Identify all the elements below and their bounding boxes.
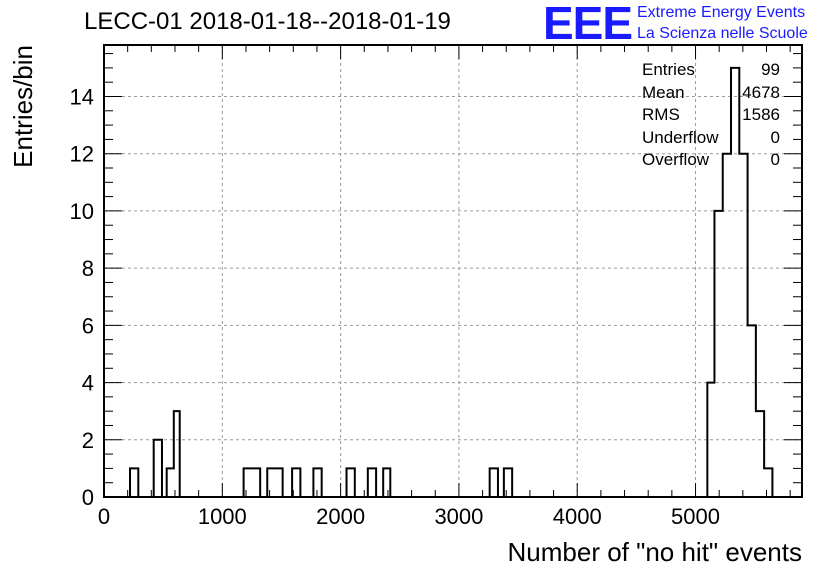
stats-row-rms: RMS 1586 [642, 105, 780, 128]
histogram-bin [748, 325, 756, 497]
stats-value: 99 [761, 60, 780, 79]
histogram-bin [276, 468, 283, 497]
eee-logo-line1: Extreme Energy Events [637, 4, 806, 21]
histogram-bin [714, 211, 722, 497]
histogram-bin [368, 468, 376, 497]
histogram-bin [313, 468, 321, 497]
x-tick-label: 3000 [434, 504, 483, 529]
eee-logo: EEE [543, 0, 633, 49]
histogram-bin [167, 468, 174, 497]
y-tick-label: 4 [82, 371, 94, 396]
stats-value: 0 [770, 150, 780, 169]
chart-title: LECC-01 2018-01-18--2018-01-19 [84, 8, 451, 35]
x-tick-label: 5000 [671, 504, 720, 529]
stats-row-entries: Entries 99 [642, 60, 780, 83]
eee-logo-line2: La Scienza nelle Scuole [637, 25, 808, 42]
histogram-bin [764, 468, 772, 497]
stats-key: Overflow [642, 150, 710, 169]
y-tick-label: 8 [82, 256, 94, 281]
histogram-bin [383, 468, 390, 497]
histogram-bin [347, 468, 355, 497]
x-tick-label: 4000 [553, 504, 602, 529]
x-tick-label: 0 [98, 504, 110, 529]
histogram-bin [244, 468, 252, 497]
stats-box: Entries 99 Mean 4678 RMS 1586 Underflow … [642, 60, 780, 173]
stats-row-overflow: Overflow 0 [642, 150, 780, 173]
stats-value: 4678 [742, 82, 780, 102]
y-tick-label: 10 [70, 199, 94, 224]
stats-key: Mean [642, 82, 685, 102]
stats-row-mean: Mean 4678 [642, 83, 780, 106]
plot-frame [103, 44, 803, 498]
y-tick-label: 14 [70, 84, 94, 109]
histogram-outline [129, 66, 774, 497]
y-tick-label: 2 [82, 428, 94, 453]
x-axis-label: Number of "no hit" events [508, 537, 803, 567]
stats-value: 0 [770, 127, 780, 147]
x-tick-label: 1000 [198, 504, 247, 529]
stats-key: RMS [642, 105, 680, 124]
histogram-bin [154, 440, 162, 497]
histogram-bin [490, 468, 498, 497]
stats-key: Entries [642, 60, 695, 79]
histogram-bin [130, 468, 138, 497]
histogram-bin [504, 468, 512, 497]
stats-value: 1586 [742, 105, 780, 124]
y-tick-label: 0 [82, 485, 94, 510]
histogram-bin [756, 411, 764, 497]
x-tick-label: 2000 [316, 504, 365, 529]
stats-row-underflow: Underflow 0 [642, 128, 780, 151]
histogram-bin [267, 468, 275, 497]
y-tick-label: 12 [70, 142, 94, 167]
y-axis-label: Entries/bin [8, 45, 38, 168]
stats-key: Underflow [642, 127, 719, 147]
y-tick-label: 6 [82, 313, 94, 338]
histogram-bin [252, 468, 260, 497]
